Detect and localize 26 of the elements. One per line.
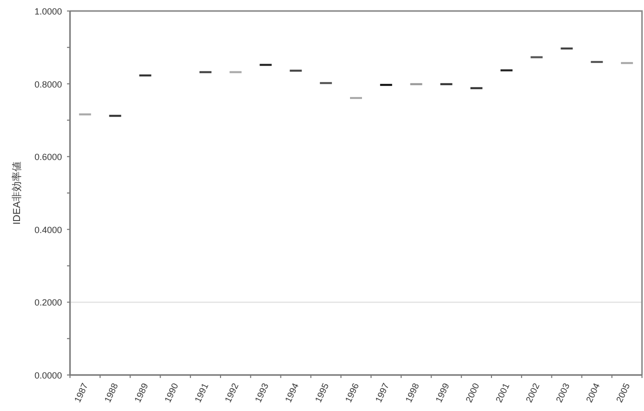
x-tick-label: 1989 bbox=[132, 382, 150, 404]
y-tick-label: 0.4000 bbox=[34, 224, 62, 235]
y-tick-label: 0.8000 bbox=[34, 79, 62, 90]
x-tick-label: 2004 bbox=[584, 382, 602, 404]
x-tick-label: 2002 bbox=[524, 382, 542, 404]
x-tick-label: 1993 bbox=[252, 382, 270, 404]
x-tick-label: 2005 bbox=[614, 382, 632, 404]
x-tick-label: 2003 bbox=[554, 382, 572, 404]
x-tick-label: 1991 bbox=[192, 382, 210, 404]
x-tick-label: 1988 bbox=[102, 382, 120, 404]
x-tick-label: 1987 bbox=[72, 382, 90, 404]
x-tick-label: 2001 bbox=[494, 382, 512, 404]
x-tick-label: 1992 bbox=[222, 382, 240, 404]
y-tick-label: 0.6000 bbox=[34, 152, 62, 162]
y-axis-title: IDEA非効率値 bbox=[11, 161, 23, 225]
x-tick-label: 1995 bbox=[313, 382, 331, 404]
x-tick-label: 1990 bbox=[162, 382, 180, 404]
x-tick-label: 1996 bbox=[343, 382, 361, 404]
x-tick-label: 1997 bbox=[373, 382, 391, 404]
y-tick-label: 0.0000 bbox=[34, 370, 62, 380]
x-tick-label: 2000 bbox=[464, 382, 482, 404]
y-tick-label: 1.0000 bbox=[34, 6, 62, 16]
x-tick-label: 1994 bbox=[283, 382, 301, 404]
x-tick-label: 1999 bbox=[434, 382, 452, 404]
x-tick-label: 1998 bbox=[403, 382, 422, 404]
y-tick-label: 0.2000 bbox=[34, 298, 62, 308]
